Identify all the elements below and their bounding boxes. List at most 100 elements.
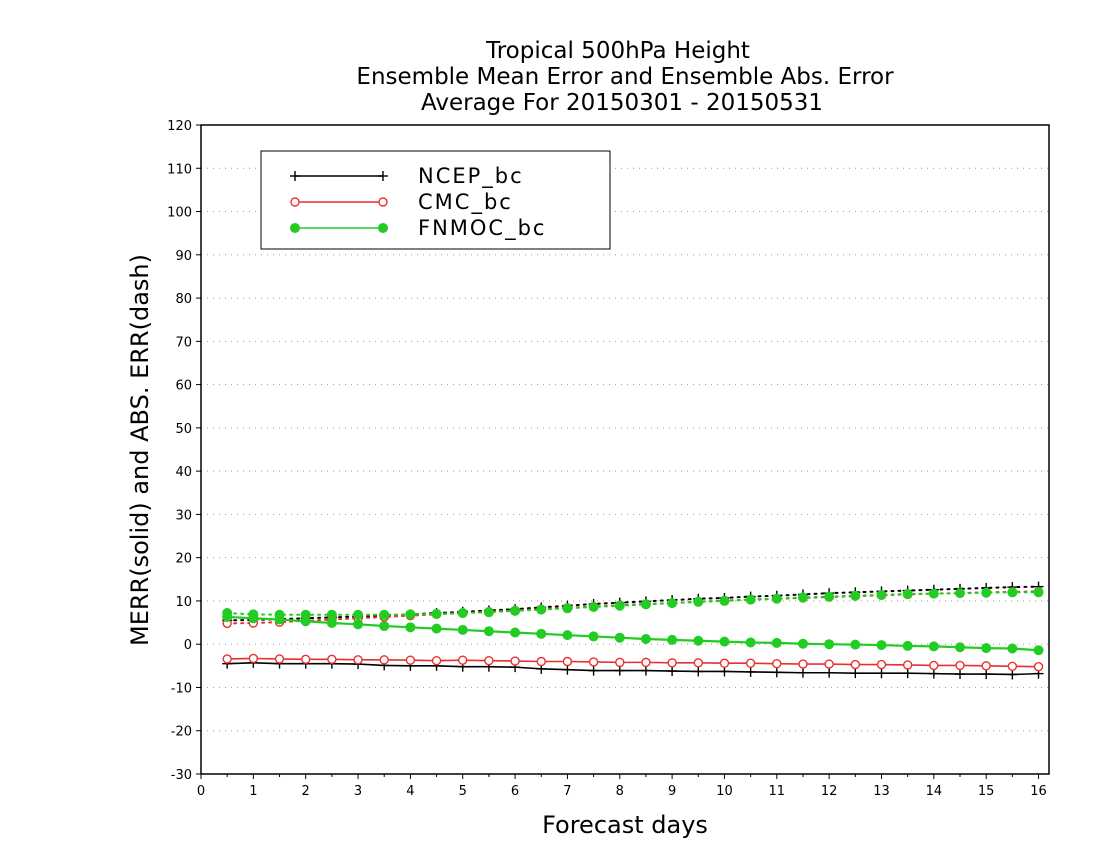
- merr-point: [928, 668, 939, 679]
- merr-point: [248, 653, 259, 664]
- merr-point: [850, 659, 861, 670]
- legend-marker: [378, 223, 388, 233]
- merr-point: [850, 639, 861, 650]
- y-tick-label: -10: [171, 681, 192, 696]
- y-axis-label: MERR(solid) and ABS. ERR(dash): [126, 254, 154, 646]
- y-tick-label: 20: [175, 552, 192, 567]
- abs-err-point: [326, 609, 337, 620]
- merr-point: [458, 655, 468, 665]
- abs-err-point: [614, 600, 625, 611]
- merr-point: [327, 654, 337, 665]
- abs-err-point: [510, 605, 521, 616]
- merr-point: [667, 634, 678, 645]
- merr-point: [483, 626, 494, 637]
- merr-point: [693, 635, 704, 646]
- abs-err-point: [771, 593, 782, 604]
- merr-point: [300, 654, 311, 665]
- merr-point: [588, 631, 599, 642]
- merr-point: [824, 659, 834, 669]
- merr-point: [902, 668, 913, 679]
- merr-point: [902, 640, 913, 651]
- series-layer: [222, 581, 1044, 680]
- chart-title-line-1: Tropical 500hPa Height: [485, 38, 750, 64]
- abs-err-point: [1007, 587, 1018, 598]
- merr-point: [981, 661, 991, 671]
- series-CMC_bc: [222, 586, 1044, 672]
- merr-point: [588, 657, 599, 667]
- y-tick-label: 10: [175, 595, 192, 610]
- x-axis-ticks: 0 1 2 3 4 5 6 7 8 9 10 11 12 13 14 15 16: [197, 774, 1047, 799]
- merr-point: [300, 616, 311, 627]
- x-tick-label: 13: [873, 784, 890, 799]
- y-tick-label: 40: [175, 465, 192, 480]
- y-tick-label: 50: [175, 422, 192, 437]
- abs-err-point: [640, 599, 651, 610]
- merr-point: [615, 657, 625, 668]
- merr-point: [562, 630, 573, 641]
- merr-point: [510, 656, 520, 666]
- legend-label: NCEP_bc: [418, 164, 524, 189]
- merr-point: [222, 654, 232, 664]
- merr-point: [719, 666, 730, 677]
- x-tick-label: 8: [616, 784, 624, 799]
- merr-point: [876, 640, 887, 651]
- merr-point: [981, 643, 992, 654]
- merr-point: [824, 667, 835, 678]
- merr-point: [379, 621, 390, 632]
- merr-point: [326, 617, 337, 628]
- merr-point: [1033, 645, 1044, 656]
- x-tick-label: 12: [821, 784, 838, 799]
- merr-point: [798, 659, 808, 669]
- merr-point: [274, 654, 285, 664]
- x-tick-label: 1: [249, 784, 257, 799]
- x-tick-label: 2: [302, 784, 310, 799]
- legend-entry-CMC_bc: CMC_bc: [290, 190, 513, 215]
- abs-err-point: [824, 591, 835, 602]
- merr-point: [771, 667, 782, 678]
- merr-point: [222, 611, 233, 622]
- merr-point: [667, 666, 678, 677]
- merr-point: [405, 622, 416, 633]
- merr-point: [641, 657, 651, 668]
- merr-point: [981, 669, 992, 680]
- legend-label: FNMOC_bc: [418, 216, 546, 241]
- abs-err-point: [693, 596, 704, 607]
- merr-point: [405, 655, 416, 665]
- legend-label: CMC_bc: [418, 190, 513, 215]
- merr-point: [379, 655, 389, 665]
- merr-point: [353, 619, 364, 630]
- legend-marker: [290, 223, 300, 233]
- merr-point: [797, 638, 808, 649]
- legend-marker: [290, 197, 300, 207]
- abs-err-line-CMC_bc: [226, 590, 1040, 625]
- merr-point: [562, 656, 573, 667]
- merr-point: [745, 658, 756, 668]
- abs-err-point: [981, 587, 992, 598]
- merr-point: [745, 637, 756, 648]
- merr-point: [876, 659, 887, 670]
- x-tick-label: 6: [511, 784, 519, 799]
- merr-point: [248, 613, 259, 624]
- abs-err-line-FNMOC_bc: [226, 591, 1040, 616]
- abs-err-point: [457, 608, 468, 619]
- abs-err-point: [483, 607, 494, 618]
- merr-point: [1033, 661, 1044, 672]
- merr-point: [771, 637, 782, 648]
- x-tick-label: 7: [563, 784, 571, 799]
- merr-point: [902, 660, 913, 670]
- abs-err-point: [1033, 587, 1044, 598]
- merr-point: [536, 656, 546, 667]
- y-tick-label: 0: [184, 638, 192, 653]
- merr-point: [1007, 669, 1018, 680]
- abs-err-point: [562, 603, 573, 614]
- y-tick-label: 30: [175, 508, 192, 523]
- x-tick-label: 5: [459, 784, 467, 799]
- merr-point: [510, 627, 521, 638]
- x-tick-label: 4: [406, 784, 414, 799]
- x-tick-label: 10: [716, 784, 733, 799]
- merr-line-FNMOC_bc: [227, 615, 1039, 652]
- merr-point: [562, 664, 573, 675]
